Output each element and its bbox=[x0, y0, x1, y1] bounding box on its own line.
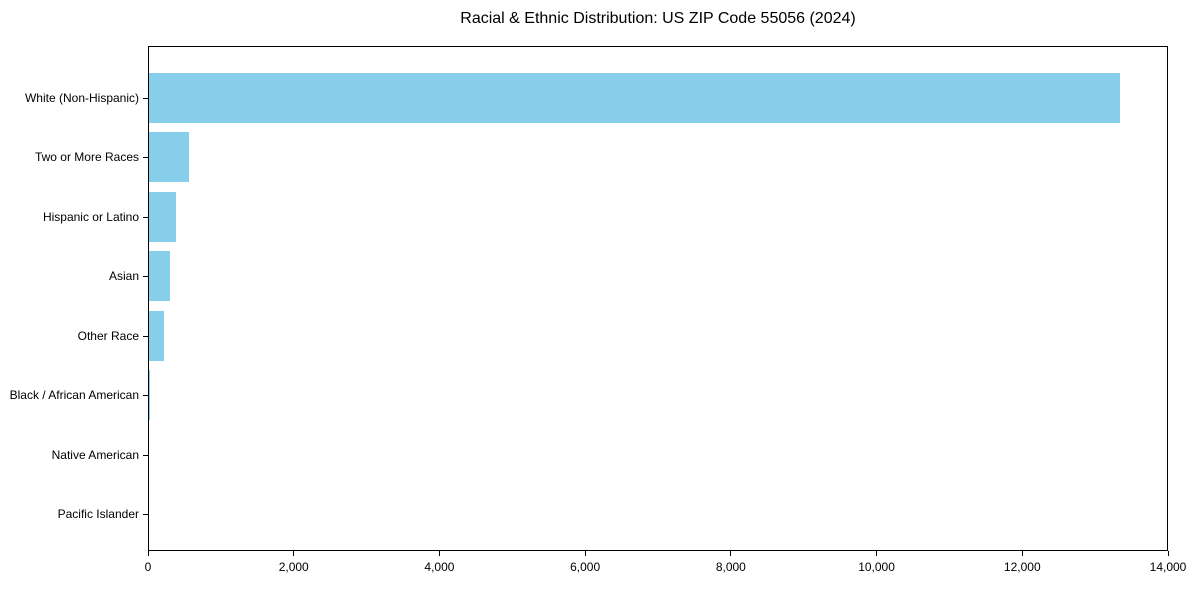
bar-black-african-american bbox=[149, 370, 151, 421]
chart-title: Racial & Ethnic Distribution: US ZIP Cod… bbox=[460, 10, 856, 27]
y-tick-label-hispanic-or-latino: Hispanic or Latino bbox=[42, 209, 139, 224]
x-axis-tick bbox=[438, 551, 440, 556]
x-tick-label-8000: 8,000 bbox=[715, 560, 746, 574]
y-axis-tick bbox=[143, 157, 148, 159]
bar-hispanic-or-latino bbox=[149, 191, 176, 242]
x-axis-tick bbox=[1021, 551, 1023, 556]
y-tick-label-black-african-american: Black / African American bbox=[9, 388, 139, 403]
x-axis-tick bbox=[584, 551, 586, 556]
x-axis-tick bbox=[1167, 551, 1169, 556]
y-axis-tick bbox=[143, 97, 148, 99]
x-tick-label-2000: 2,000 bbox=[278, 560, 309, 574]
x-axis-tick bbox=[730, 551, 732, 556]
plot-area bbox=[148, 46, 1168, 551]
y-axis-tick bbox=[143, 395, 148, 397]
y-tick-label-other-race: Other Race bbox=[77, 328, 139, 343]
y-axis-tick bbox=[143, 454, 148, 456]
x-tick-label-12000: 12,000 bbox=[1003, 560, 1041, 574]
x-tick-label-6000: 6,000 bbox=[570, 560, 601, 574]
y-tick-label-two-or-more-races: Two or More Races bbox=[34, 150, 139, 165]
x-tick-label-4000: 4,000 bbox=[424, 560, 455, 574]
bar-white-non-hispanic bbox=[149, 72, 1121, 123]
y-tick-label-native-american: Native American bbox=[51, 447, 139, 462]
y-axis-tick bbox=[143, 335, 148, 337]
x-axis-tick bbox=[876, 551, 878, 556]
x-tick-label-10000: 10,000 bbox=[858, 560, 895, 574]
y-tick-label-white-non-hispanic: White (Non-Hispanic) bbox=[24, 90, 139, 105]
bar-two-or-more-races bbox=[149, 132, 190, 183]
bar-other-race bbox=[149, 310, 165, 361]
x-axis-tick bbox=[293, 551, 295, 556]
x-axis-tick bbox=[147, 551, 149, 556]
bar-asian bbox=[149, 251, 170, 302]
x-tick-label-14000: 14,000 bbox=[1149, 560, 1187, 574]
x-tick-label-0: 0 bbox=[144, 560, 152, 574]
y-axis-tick bbox=[143, 216, 148, 218]
y-axis-tick bbox=[143, 514, 148, 516]
y-axis-tick bbox=[143, 276, 148, 278]
y-tick-label-asian: Asian bbox=[108, 269, 139, 284]
y-tick-label-pacific-islander: Pacific Islander bbox=[57, 507, 139, 522]
